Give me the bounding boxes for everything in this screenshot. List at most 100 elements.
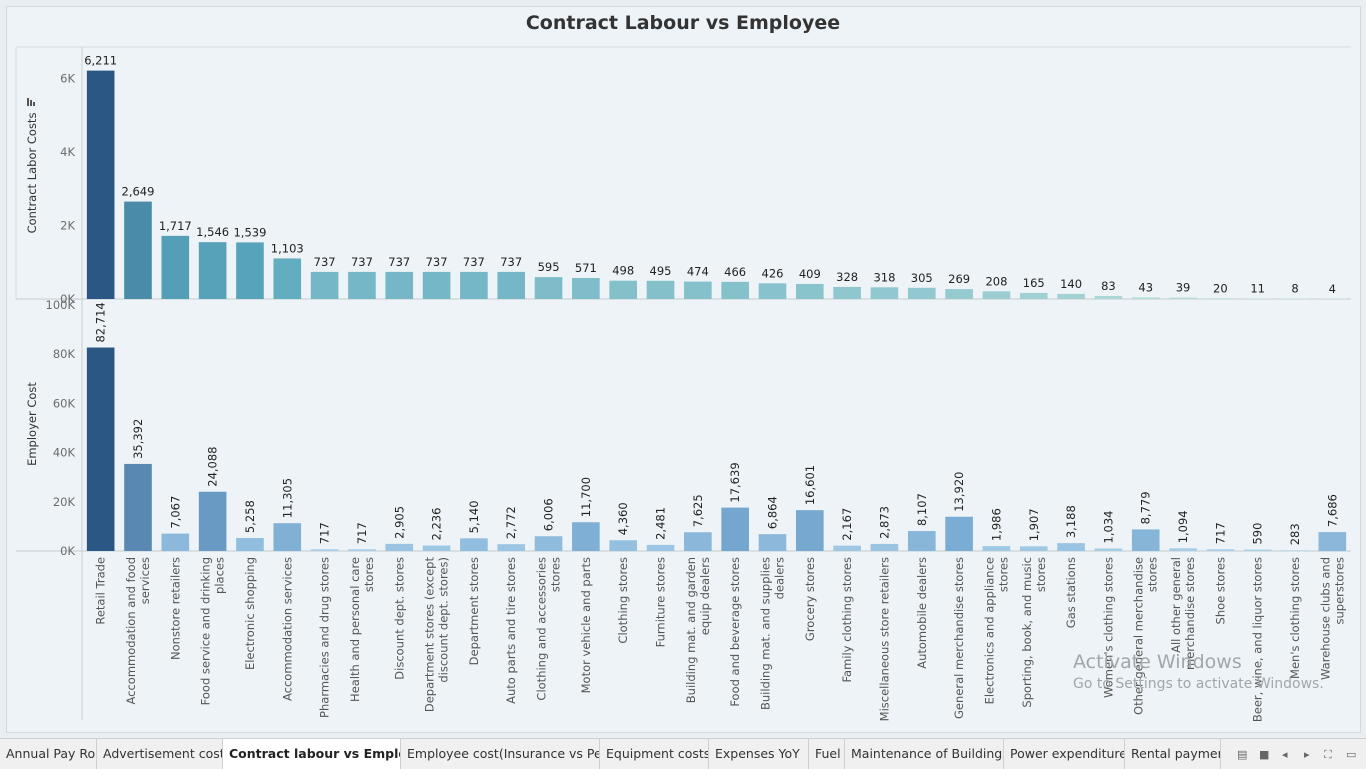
sheet-tab[interactable]: Annual Pay Roll (0, 739, 97, 769)
panel-2-bar (348, 549, 376, 551)
category-label: Department stores (except (423, 557, 437, 713)
category-label: stores (549, 557, 563, 592)
panel-1-value-label: 39 (1176, 281, 1191, 295)
panel-1-ytick-label: 2K (60, 218, 75, 232)
panel-2-value-label: 1,907 (1027, 508, 1041, 541)
category-label: Accommodation and food (124, 557, 138, 705)
category-label: Women's clothing stores (1101, 557, 1115, 698)
panel-1-bar (497, 271, 526, 299)
fullscreen-icon[interactable]: ⛶ (1324, 748, 1332, 761)
panel-2-value-label: 2,236 (430, 508, 444, 541)
sort-icon (27, 98, 29, 106)
chart-area[interactable]: 0K 2K 4K 6K Contract Labor Costs 6,211 2,649 1,… (0, 0, 1366, 738)
panel-2-ytick-label: 40K (53, 446, 76, 460)
panel-2-value-label: 2,905 (392, 506, 406, 539)
filmstrip-icon[interactable]: ■ (1259, 748, 1270, 761)
panel-1-ytick-label: 6K (60, 71, 75, 85)
panel-2-bar (460, 538, 488, 551)
presentation-icon[interactable]: ▭ (1346, 748, 1357, 761)
panel-1-bar (870, 287, 899, 299)
panel-1-value-label: 595 (538, 260, 560, 274)
panel-1-value-label: 20 (1213, 281, 1228, 295)
sort-icon-bar (33, 102, 35, 106)
panel-1-bar (124, 201, 152, 299)
category-label: Building mat. and supplies (758, 557, 772, 710)
dashboard-panel (6, 6, 1361, 733)
panel-1-bar (907, 287, 936, 299)
category-label: Clothing stores (616, 557, 630, 644)
category-label: Miscellaneous store retailers (877, 557, 891, 721)
panel-2-value-label: 8,107 (915, 493, 929, 526)
category-label: Shoe stores (1213, 557, 1227, 624)
panel-2-value-label: 11,700 (579, 477, 593, 517)
panel-1-bar (310, 271, 339, 299)
panel-2-bar (945, 516, 973, 551)
panel-1-value-label: 1,539 (233, 225, 266, 239)
panel-2-value-label: 7,625 (691, 494, 705, 527)
category-label: Electronic shopping (243, 557, 257, 670)
category-label: Automobile dealers (915, 557, 929, 669)
category-label: discount dept. stores) (437, 557, 451, 683)
panel-1-bar (1131, 297, 1160, 299)
panel-2-value-label: 717 (1213, 522, 1227, 544)
sheet-tab[interactable]: Power expenditure (1004, 739, 1125, 769)
panel-1-bar (758, 283, 787, 299)
panel-1-value-label: 1,546 (196, 225, 229, 239)
panel-1-bar (646, 280, 675, 299)
panel-2-value-label: 82,714 (94, 302, 108, 342)
panel-2-bar (497, 544, 526, 551)
category-label: equip dealers (698, 557, 712, 635)
panel-1-bar (572, 278, 600, 299)
panel-2-bar (124, 463, 152, 551)
panel-1-bar (1206, 298, 1235, 299)
sheet-tab[interactable]: Contract labour vs Employee (223, 739, 401, 769)
category-label: Sporting, book, and music (1020, 557, 1034, 708)
category-label: Food service and drinking (199, 557, 213, 705)
panel-1-bar (1057, 293, 1085, 299)
category-label: places (213, 557, 227, 594)
sheet-list-icon[interactable]: ▤ (1237, 748, 1248, 761)
panel-1-value-label: 737 (388, 255, 410, 269)
panel-1-value-label: 737 (351, 255, 373, 269)
category-label: Warehouse clubs and (1318, 557, 1332, 680)
sheet-tab[interactable]: Maintenance of Buildings (845, 739, 1004, 769)
panel-2-ytick-label: 0K (60, 544, 75, 558)
panel-1-value-label: 737 (500, 255, 522, 269)
category-label: merchandise stores (1183, 557, 1197, 670)
category-label: services (138, 557, 152, 604)
category-label: Furniture stores (654, 557, 668, 647)
sheet-tab[interactable]: Expenses YoY (709, 739, 809, 769)
panel-1-bar (684, 281, 712, 299)
sheet-tab[interactable]: Equipment costs (600, 739, 709, 769)
category-label: Discount dept. stores (392, 557, 406, 680)
panel-1-value-label: 208 (985, 274, 1007, 288)
panel-2-value-label: 5,258 (243, 500, 257, 533)
panel-2-value-label: 2,873 (877, 506, 891, 539)
prev-sheet-icon[interactable]: ◂ (1282, 748, 1288, 761)
panel-2-value-label: 1,094 (1176, 510, 1190, 543)
category-label: Men's clothing stores (1288, 557, 1302, 679)
sheet-tab[interactable]: Advertisement cost (97, 739, 223, 769)
panel-1-value-label: 737 (426, 255, 448, 269)
panel-2-value-label: 590 (1251, 523, 1265, 545)
category-label: All other general (1169, 557, 1183, 653)
next-sheet-icon[interactable]: ▸ (1304, 748, 1310, 761)
panel-1-value-label: 737 (314, 255, 336, 269)
panel-2-value-label: 1,034 (1101, 511, 1115, 544)
panel-2-value-label: 4,360 (616, 502, 630, 535)
panel-1-bar (1281, 298, 1309, 299)
panel-2-ytick-label: 20K (53, 495, 76, 509)
panel-2-ytick-label: 100K (46, 298, 76, 312)
panel-2-value-label: 17,639 (728, 462, 742, 502)
sheet-tab[interactable]: Fuel (809, 739, 845, 769)
panel-1-bar (982, 291, 1011, 299)
category-label: General merchandise stores (952, 557, 966, 719)
sheet-tab[interactable]: Employee cost(Insurance vs Pe... (401, 739, 600, 769)
panel-2-bar (982, 546, 1011, 551)
panel-2-bar (1169, 548, 1197, 551)
sheet-tab[interactable]: Rental payment • (1125, 739, 1221, 769)
panel-2-value-label: 13,920 (952, 472, 966, 512)
panel-1-value-label: 466 (724, 265, 746, 279)
category-label: Accommodation services (280, 557, 294, 701)
panel-1-value-label: 6,211 (84, 54, 117, 68)
